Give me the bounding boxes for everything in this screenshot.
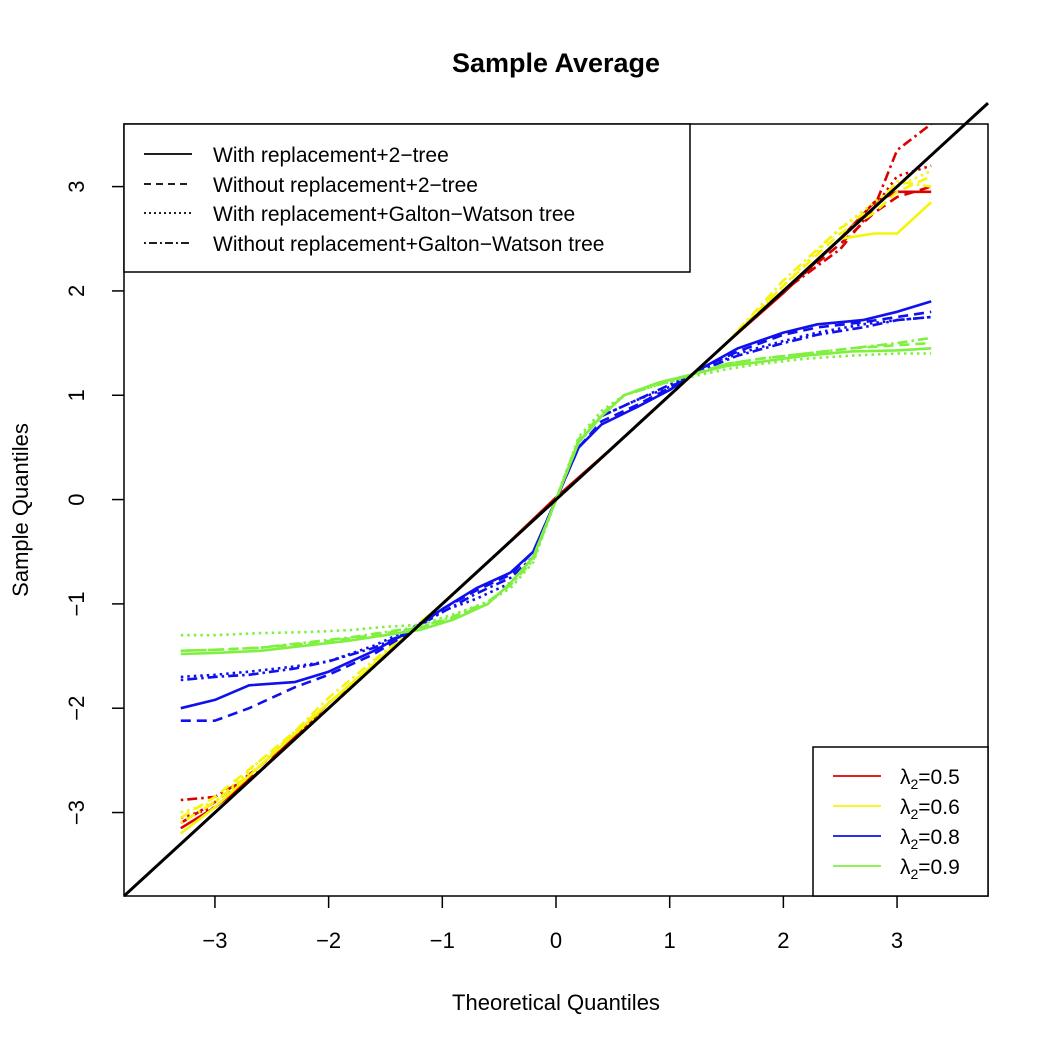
x-tick-label: 2 <box>777 928 789 953</box>
legend-label-lambda-0.5: λ2=0.5 <box>900 766 960 792</box>
x-tick-label: −1 <box>430 928 455 953</box>
y-axis: −3 −2 −1 0 1 2 3 <box>64 180 124 825</box>
legend-label-with-replacement-gw-tree: With replacement+Galton−Watson tree <box>213 203 575 226</box>
y-tick-label: −3 <box>64 800 89 825</box>
y-tick-label: 0 <box>64 493 89 505</box>
linetype-legend-box <box>123 123 691 273</box>
y-tick-label: 3 <box>64 180 89 192</box>
series-line-lambda-0.5-dashed <box>180 185 932 825</box>
legend-label-with-replacement-2-tree: With replacement+2−tree <box>213 144 449 167</box>
series-line-lambda-0.8-dashed <box>180 310 932 722</box>
color-legend: λ2=0.5 λ2=0.6 λ2=0.8 λ2=0.9 <box>812 746 989 897</box>
chart-title: Sample Average <box>452 48 660 78</box>
reference-line <box>122 102 990 898</box>
legend-label-without-replacement-gw-tree: Without replacement+Galton−Watson tree <box>213 233 604 256</box>
color-legend-box <box>812 746 989 897</box>
x-axis-label: Theoretical Quantiles <box>452 990 660 1015</box>
x-tick-label: 1 <box>664 928 676 953</box>
y-tick-label: −1 <box>64 591 89 616</box>
x-tick-label: 0 <box>550 928 562 953</box>
legend-label-lambda-0.9: λ2=0.9 <box>900 856 960 882</box>
x-axis: −3 −2 −1 0 1 2 3 <box>202 896 903 953</box>
legend-label-without-replacement-2-tree: Without replacement+2−tree <box>213 174 478 197</box>
y-tick-label: −2 <box>64 696 89 721</box>
linetype-legend: With replacement+2−tree Without replacem… <box>123 123 691 273</box>
x-tick-label: −3 <box>202 928 227 953</box>
legend-label-lambda-0.6: λ2=0.6 <box>900 796 960 822</box>
series-line-lambda-0.9-dotdash <box>180 336 932 653</box>
x-tick-label: −2 <box>316 928 341 953</box>
y-tick-label: 2 <box>64 285 89 297</box>
y-tick-label: 1 <box>64 389 89 401</box>
series-line-lambda-0.9-dotted <box>180 352 932 637</box>
legend-label-lambda-0.8: λ2=0.8 <box>900 826 960 852</box>
x-tick-label: 3 <box>891 928 903 953</box>
y-axis-label: Sample Quantiles <box>8 423 33 597</box>
